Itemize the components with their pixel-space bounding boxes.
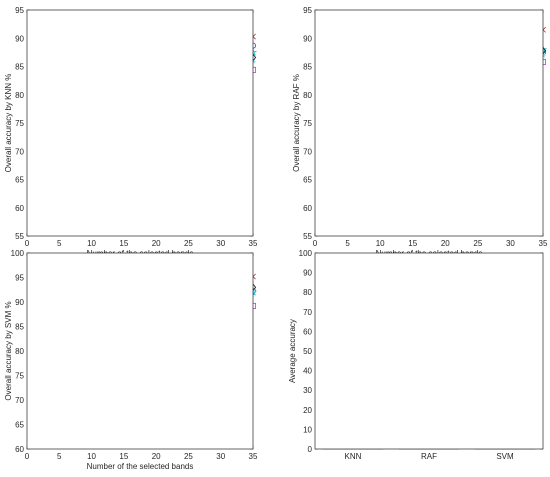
x-tick-label: 35 — [539, 239, 548, 248]
y-tick-label: 75 — [303, 119, 312, 128]
x-tick-label: KNN — [345, 452, 362, 461]
y-tick-label: 85 — [15, 323, 24, 332]
y-tick-label: 95 — [15, 6, 24, 15]
y-tick-label: 30 — [303, 386, 312, 395]
y-tick-label: 90 — [303, 34, 312, 43]
y-tick-label: 60 — [303, 204, 312, 213]
y-tick-label: 0 — [308, 445, 313, 454]
x-tick-label: 10 — [87, 239, 96, 248]
x-tick-label: 25 — [184, 452, 193, 461]
y-tick-label: 90 — [15, 34, 24, 43]
y-axis-label: Average accuracy — [288, 319, 297, 383]
x-tick-label: 15 — [119, 239, 128, 248]
y-tick-label: 60 — [303, 327, 312, 336]
y-axis-label: Overall accuracy by KNN % — [4, 74, 13, 173]
x-tick-label: 30 — [216, 239, 225, 248]
y-tick-label: 95 — [303, 6, 312, 15]
y-tick-label: 100 — [299, 249, 313, 258]
x-tick-label: 30 — [216, 452, 225, 461]
y-tick-label: 80 — [303, 91, 312, 100]
x-tick-label: 0 — [25, 239, 30, 248]
x-tick-label: 5 — [345, 239, 350, 248]
y-tick-label: 90 — [303, 269, 312, 278]
y-tick-label: 70 — [303, 147, 312, 156]
x-tick-label: 25 — [184, 239, 193, 248]
y-axis-label: Overall accuracy by RAF % — [292, 74, 301, 172]
x-tick-label: 10 — [87, 452, 96, 461]
y-axis-label: Overall accuracy by SVM % — [4, 301, 13, 400]
x-axis-label: Number of the selected bands — [87, 462, 194, 471]
y-tick-label: 85 — [303, 63, 312, 72]
plot-area-4 — [314, 252, 544, 450]
plot-area-1 — [26, 9, 254, 237]
y-tick-label: 75 — [15, 119, 24, 128]
x-tick-label: RAF — [421, 452, 437, 461]
y-tick-label: 70 — [15, 147, 24, 156]
y-tick-label: 50 — [303, 347, 312, 356]
y-tick-label: 65 — [303, 176, 312, 185]
y-tick-label: 90 — [15, 298, 24, 307]
y-tick-label: 75 — [15, 372, 24, 381]
y-tick-label: 40 — [303, 367, 312, 376]
y-tick-label: 95 — [15, 274, 24, 283]
y-tick-label: 60 — [15, 445, 24, 454]
y-tick-label: 55 — [15, 232, 24, 241]
x-tick-label: 0 — [25, 452, 30, 461]
y-tick-label: 80 — [15, 91, 24, 100]
y-tick-label: 60 — [15, 204, 24, 213]
x-tick-label: 15 — [408, 239, 417, 248]
y-tick-label: 100 — [11, 249, 25, 258]
x-tick-label: 30 — [506, 239, 515, 248]
x-tick-label: 10 — [376, 239, 385, 248]
y-tick-label: 85 — [15, 63, 24, 72]
plot-area-3 — [26, 252, 254, 450]
x-tick-label: 5 — [57, 239, 62, 248]
y-tick-label: 10 — [303, 425, 312, 434]
x-tick-label: 0 — [313, 239, 318, 248]
y-tick-label: 65 — [15, 176, 24, 185]
y-tick-label: 70 — [303, 308, 312, 317]
x-tick-label: 25 — [473, 239, 482, 248]
x-tick-label: 35 — [249, 452, 258, 461]
y-tick-label: 20 — [303, 406, 312, 415]
y-tick-label: 70 — [15, 396, 24, 405]
y-tick-label: 65 — [15, 421, 24, 430]
x-tick-label: 20 — [152, 239, 161, 248]
x-tick-label: 20 — [441, 239, 450, 248]
x-tick-label: 20 — [152, 452, 161, 461]
x-tick-label: SVM — [496, 452, 514, 461]
y-tick-label: 55 — [303, 232, 312, 241]
plot-area-2 — [314, 9, 544, 237]
x-tick-label: 5 — [57, 452, 62, 461]
y-tick-label: 80 — [15, 347, 24, 356]
x-tick-label: 35 — [249, 239, 258, 248]
x-tick-label: 15 — [119, 452, 128, 461]
y-tick-label: 80 — [303, 288, 312, 297]
